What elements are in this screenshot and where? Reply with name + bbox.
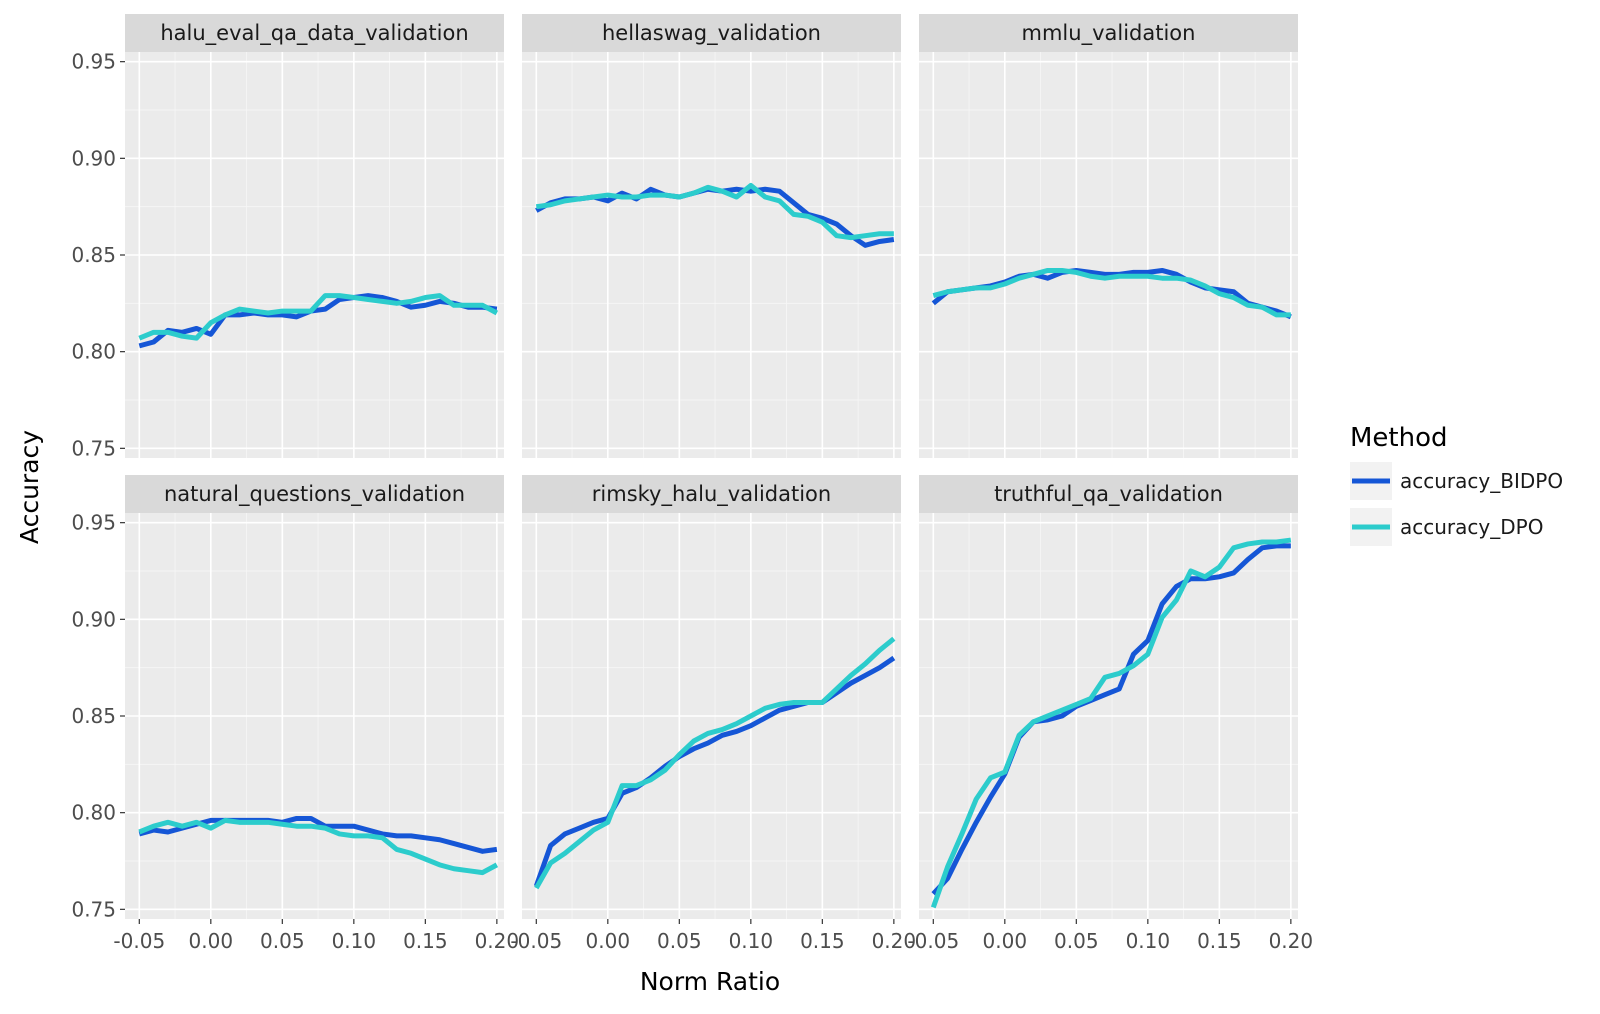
x-tick-label: 0.05 <box>1054 929 1099 953</box>
y-tick-label: 0.90 <box>71 607 116 631</box>
facet-panel: mmlu_validation <box>919 14 1298 458</box>
y-tick-label: 0.85 <box>71 704 116 728</box>
facet-strip <box>522 475 901 513</box>
y-axis-title: Accuracy <box>15 430 44 544</box>
y-tick-label: 0.95 <box>71 511 116 535</box>
y-tick-label: 0.80 <box>71 340 116 364</box>
x-tick-label: 0.20 <box>872 929 917 953</box>
legend-label: accuracy_BIDPO <box>1400 469 1563 493</box>
x-tick-label: 0.00 <box>189 929 234 953</box>
y-tick-label: 0.80 <box>71 801 116 825</box>
series-line-accuracy-bidpo <box>931 543 1291 896</box>
x-tick-label: 0.15 <box>403 929 448 953</box>
y-tick-label: 0.85 <box>71 243 116 267</box>
series-line-accuracy-dpo <box>932 267 1291 318</box>
facet-panel: halu_eval_qa_data_validation 0.75 0.80 0.85… <box>71 14 504 460</box>
x-tick-label: 0.20 <box>475 929 520 953</box>
facet-panel: hellaswag_validation <box>522 14 901 458</box>
facet-strip <box>125 475 504 513</box>
facet-panel: truthful_qa_validation -0.05 0.00 0.05 0.10 0… <box>907 475 1313 953</box>
x-tick-label: 0.00 <box>983 929 1028 953</box>
y-tick-label: 0.90 <box>71 146 116 170</box>
facet-strip <box>522 14 901 52</box>
facet-strip <box>125 14 504 52</box>
x-tick-label: -0.05 <box>113 929 165 953</box>
facet-strip <box>919 475 1298 513</box>
y-tick-label: 0.75 <box>71 897 116 921</box>
x-tick-label: 0.20 <box>1269 929 1314 953</box>
facet-title: truthful_qa_validation <box>994 482 1223 507</box>
x-tick-label: 0.15 <box>800 929 845 953</box>
x-tick-label: -0.05 <box>510 929 562 953</box>
x-tick-label: 0.00 <box>586 929 631 953</box>
series-line-accuracy-dpo <box>138 293 499 341</box>
x-tick-label: 0.10 <box>1126 929 1171 953</box>
facet-title: hellaswag_validation <box>602 21 821 46</box>
series-line-accuracy-dpo <box>535 182 894 241</box>
facet-panel: rimsky_halu_validation -0.05 0.00 0.05 0.10 0… <box>510 475 916 953</box>
series-line-accuracy-dpo <box>534 636 896 890</box>
facet-title: halu_eval_qa_data_validation <box>160 21 468 46</box>
series-line-accuracy-dpo <box>930 537 1292 909</box>
panels-layer: halu_eval_qa_data_validation 0.75 0.80 0.85… <box>71 14 1313 953</box>
facet-panel: natural_questions_validation 0.75 0.80 0.85… <box>71 475 519 953</box>
y-tick-label: 0.95 <box>71 50 116 74</box>
series-line-accuracy-bidpo <box>138 293 498 349</box>
legend-item: accuracy_DPO <box>1350 508 1543 546</box>
legend-items: accuracy_BIDPO accuracy_DPO <box>1350 462 1563 546</box>
x-tick-label: 0.15 <box>1197 929 1242 953</box>
x-tick-label: -0.05 <box>907 929 959 953</box>
y-tick-label: 0.75 <box>71 436 116 460</box>
series-line-accuracy-dpo <box>138 817 499 876</box>
facet-title: mmlu_validation <box>1022 21 1196 46</box>
legend-label: accuracy_DPO <box>1400 515 1543 539</box>
legend-title: Method <box>1350 423 1448 453</box>
facet-strip <box>919 14 1298 52</box>
facet-title: natural_questions_validation <box>164 482 465 507</box>
legend: Method accuracy_BIDPO accuracy_DPO <box>1350 423 1563 546</box>
x-tick-label: 0.05 <box>260 929 305 953</box>
legend-item: accuracy_BIDPO <box>1350 462 1563 500</box>
x-axis-title: Norm Ratio <box>640 967 780 996</box>
x-tick-label: 0.10 <box>729 929 774 953</box>
facet-title: rimsky_halu_validation <box>592 482 831 507</box>
x-tick-label: 0.05 <box>657 929 702 953</box>
x-tick-label: 0.10 <box>332 929 377 953</box>
